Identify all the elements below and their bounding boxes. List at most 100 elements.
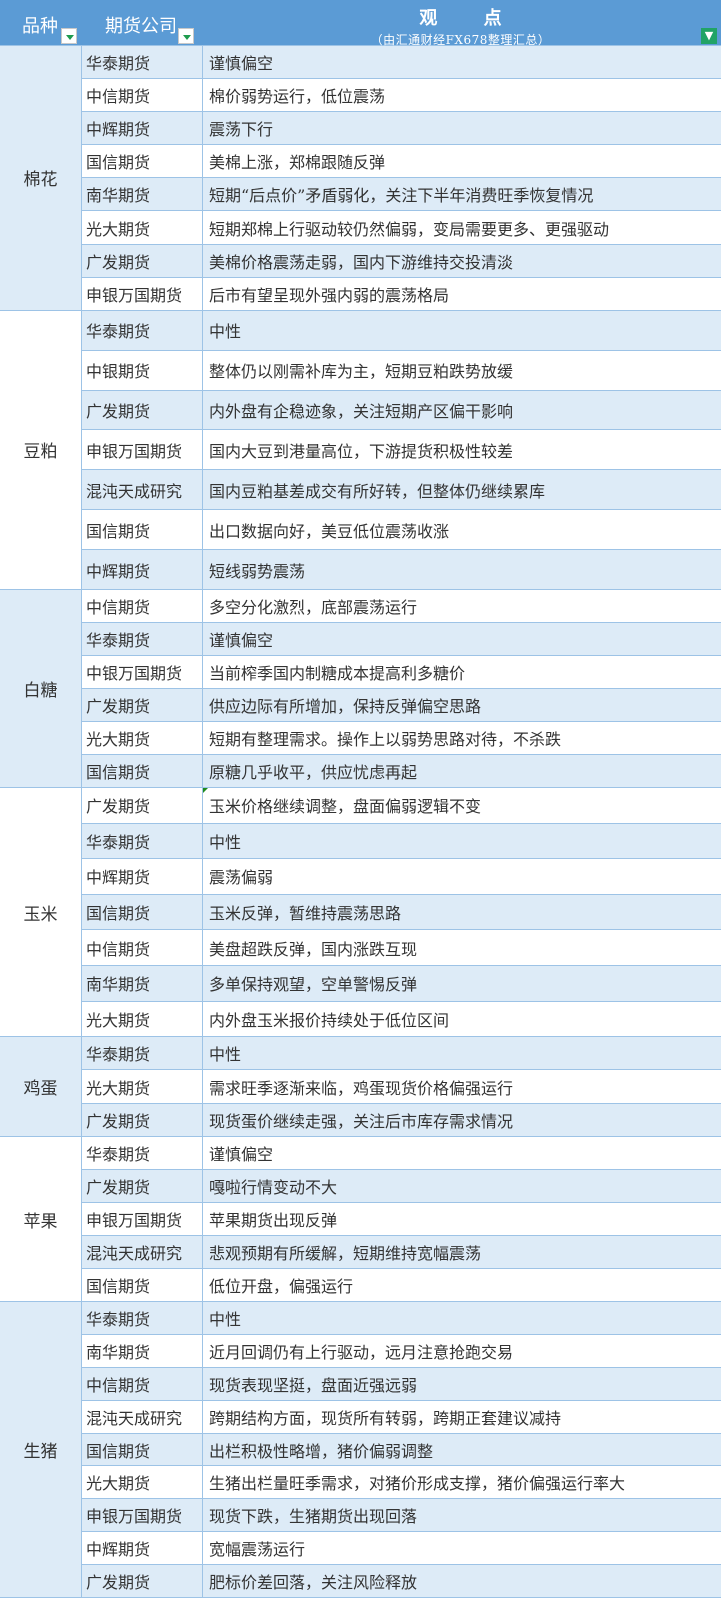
company-cell[interactable]: 南华期货 bbox=[81, 177, 203, 212]
view-cell[interactable]: 出栏积极性略增，猪价偏弱调整 bbox=[202, 1432, 721, 1467]
company-cell[interactable]: 国信期货 bbox=[81, 509, 203, 551]
company-cell[interactable]: 华泰期货 bbox=[81, 621, 203, 656]
view-cell[interactable]: 中性 bbox=[202, 309, 721, 351]
variety-cell[interactable]: 豆粕 bbox=[0, 309, 82, 590]
view-cell[interactable]: 谨慎偏空 bbox=[202, 44, 721, 80]
view-cell[interactable]: 当前榨季国内制糖成本提高利多糖价 bbox=[202, 654, 721, 689]
view-cell[interactable]: 中性 bbox=[202, 1301, 721, 1335]
view-cell[interactable]: 宽幅震荡运行 bbox=[202, 1531, 721, 1566]
variety-dropdown-arrow-icon[interactable] bbox=[61, 28, 77, 44]
company-cell[interactable]: 华泰期货 bbox=[81, 822, 203, 860]
variety-cell[interactable]: 棉花 bbox=[0, 45, 82, 311]
view-cell[interactable]: 谨慎偏空 bbox=[202, 1136, 721, 1171]
view-cell[interactable]: 震荡下行 bbox=[202, 111, 721, 146]
company-cell[interactable]: 南华期货 bbox=[81, 1333, 203, 1368]
company-cell[interactable]: 国信期货 bbox=[81, 144, 203, 179]
view-cell[interactable]: 中性 bbox=[202, 822, 721, 860]
company-cell[interactable]: 广发期货 bbox=[81, 1169, 203, 1204]
view-cell[interactable]: 悲观预期有所缓解，短期维持宽幅震荡 bbox=[202, 1235, 721, 1270]
company-cell[interactable]: 中信期货 bbox=[81, 1366, 203, 1401]
company-cell[interactable]: 光大期货 bbox=[81, 1465, 203, 1500]
company-cell[interactable]: 国信期货 bbox=[81, 893, 203, 931]
variety-cell[interactable]: 苹果 bbox=[0, 1136, 82, 1303]
view-cell[interactable]: 内外盘有企稳迹象，关注短期产区偏干影响 bbox=[202, 389, 721, 431]
view-cell[interactable]: 需求旺季逐渐来临，鸡蛋现货价格偏强运行 bbox=[202, 1069, 721, 1104]
view-cell[interactable]: 谨慎偏空 bbox=[202, 621, 721, 656]
variety-cell[interactable]: 生猪 bbox=[0, 1301, 82, 1599]
company-cell[interactable]: 广发期货 bbox=[81, 1102, 203, 1138]
company-cell[interactable]: 光大期货 bbox=[81, 720, 203, 755]
view-cell[interactable]: 原糖几乎收平，供应忧虑再起 bbox=[202, 753, 721, 788]
view-cell[interactable]: 供应边际有所增加，保持反弹偏空思路 bbox=[202, 687, 721, 722]
company-cell[interactable]: 混沌天成研究 bbox=[81, 1399, 203, 1434]
view-cell[interactable]: 美盘超跌反弹，国内涨跌互现 bbox=[202, 929, 721, 966]
view-cell[interactable]: 短期“后点价”矛盾弱化，关注下半年消费旺季恢复情况 bbox=[202, 177, 721, 212]
company-cell[interactable]: 国信期货 bbox=[81, 1432, 203, 1467]
company-cell[interactable]: 申银万国期货 bbox=[81, 1202, 203, 1237]
company-cell[interactable]: 南华期货 bbox=[81, 964, 203, 1002]
view-cell[interactable]: 现货蛋价继续走强，关注后市库存需求情况 bbox=[202, 1102, 721, 1138]
company-cell[interactable]: 广发期货 bbox=[81, 389, 203, 431]
view-cell[interactable]: 出口数据向好，美豆低位震荡收涨 bbox=[202, 509, 721, 551]
company-cell[interactable]: 中辉期货 bbox=[81, 1531, 203, 1566]
company-cell[interactable]: 华泰期货 bbox=[81, 44, 203, 80]
view-cell[interactable]: 国内大豆到港量高位，下游提货积极性较差 bbox=[202, 429, 721, 471]
company-cell[interactable]: 广发期货 bbox=[81, 786, 203, 824]
company-cell[interactable]: 混沌天成研究 bbox=[81, 1235, 203, 1270]
view-cell[interactable]: 国内豆粕基差成交有所好转，但整体仍继续累库 bbox=[202, 469, 721, 511]
view-cell[interactable]: 嘎啦行情变动不大 bbox=[202, 1169, 721, 1204]
company-cell[interactable]: 华泰期货 bbox=[81, 309, 203, 351]
company-cell[interactable]: 光大期货 bbox=[81, 1000, 203, 1038]
view-cell[interactable]: 美棉上涨，郑棉跟随反弹 bbox=[202, 144, 721, 179]
view-cell[interactable]: 玉米反弹，暂维持震荡思路 bbox=[202, 893, 721, 931]
view-cell[interactable]: 玉米价格继续调整，盘面偏弱逻辑不变 bbox=[202, 786, 721, 824]
company-cell[interactable]: 光大期货 bbox=[81, 1069, 203, 1104]
view-cell[interactable]: 短线弱势震荡 bbox=[202, 549, 721, 590]
variety-cell[interactable]: 玉米 bbox=[0, 786, 82, 1038]
company-cell[interactable]: 华泰期货 bbox=[81, 1036, 203, 1071]
company-cell[interactable]: 中辉期货 bbox=[81, 858, 203, 895]
view-cell[interactable]: 短期郑棉上行驱动较仍然偏弱，变局需要更多、更强驱动 bbox=[202, 210, 721, 245]
company-cell[interactable]: 广发期货 bbox=[81, 243, 203, 278]
company-cell[interactable]: 申银万国期货 bbox=[81, 429, 203, 471]
company-cell[interactable]: 混沌天成研究 bbox=[81, 469, 203, 511]
company-cell[interactable]: 中信期货 bbox=[81, 929, 203, 966]
filter-icon[interactable]: ▼ bbox=[701, 28, 717, 44]
view-cell[interactable]: 后市有望呈现外强内弱的震荡格局 bbox=[202, 276, 721, 311]
company-cell[interactable]: 国信期货 bbox=[81, 1268, 203, 1303]
view-cell[interactable]: 生猪出栏量旺季需求，对猪价形成支撑，猪价偏强运行率大 bbox=[202, 1465, 721, 1500]
view-cell[interactable]: 多空分化激烈，底部震荡运行 bbox=[202, 588, 721, 623]
view-cell[interactable]: 苹果期货出现反弹 bbox=[202, 1202, 721, 1237]
view-cell[interactable]: 美棉价格震荡走弱，国内下游维持交投清淡 bbox=[202, 243, 721, 278]
company-cell[interactable]: 国信期货 bbox=[81, 753, 203, 788]
view-cell[interactable]: 中性 bbox=[202, 1036, 721, 1071]
view-cell[interactable]: 现货表现坚挺，盘面近强远弱 bbox=[202, 1366, 721, 1401]
company-cell[interactable]: 中信期货 bbox=[81, 588, 203, 623]
company-dropdown-arrow-icon[interactable] bbox=[178, 28, 194, 44]
view-cell[interactable]: 整体仍以刚需补库为主，短期豆粕跌势放缓 bbox=[202, 349, 721, 391]
company-cell[interactable]: 华泰期货 bbox=[81, 1301, 203, 1335]
view-cell[interactable]: 内外盘玉米报价持续处于低位区间 bbox=[202, 1000, 721, 1038]
view-cell[interactable]: 肥标价差回落，关注风险释放 bbox=[202, 1564, 721, 1599]
company-cell[interactable]: 光大期货 bbox=[81, 210, 203, 245]
view-cell[interactable]: 短期有整理需求。操作上以弱势思路对待，不杀跌 bbox=[202, 720, 721, 755]
company-cell[interactable]: 申银万国期货 bbox=[81, 1498, 203, 1533]
view-cell[interactable]: 棉价弱势运行，低位震荡 bbox=[202, 78, 721, 113]
company-cell[interactable]: 广发期货 bbox=[81, 1564, 203, 1599]
view-cell[interactable]: 低位开盘，偏强运行 bbox=[202, 1268, 721, 1303]
company-cell[interactable]: 中信期货 bbox=[81, 78, 203, 113]
view-cell[interactable]: 近月回调仍有上行驱动，远月注意抢跑交易 bbox=[202, 1333, 721, 1368]
company-cell[interactable]: 广发期货 bbox=[81, 687, 203, 722]
view-cell[interactable]: 跨期结构方面，现货所有转弱，跨期正套建议减持 bbox=[202, 1399, 721, 1434]
variety-cell[interactable]: 鸡蛋 bbox=[0, 1036, 82, 1138]
view-cell[interactable]: 多单保持观望，空单警惕反弹 bbox=[202, 964, 721, 1002]
company-cell[interactable]: 中银期货 bbox=[81, 349, 203, 391]
company-cell[interactable]: 中辉期货 bbox=[81, 549, 203, 590]
company-cell[interactable]: 华泰期货 bbox=[81, 1136, 203, 1171]
company-cell[interactable]: 申银万国期货 bbox=[81, 276, 203, 311]
company-cell[interactable]: 中银万国期货 bbox=[81, 654, 203, 689]
view-cell[interactable]: 现货下跌，生猪期货出现回落 bbox=[202, 1498, 721, 1533]
view-cell[interactable]: 震荡偏弱 bbox=[202, 858, 721, 895]
variety-cell[interactable]: 白糖 bbox=[0, 588, 82, 788]
company-cell[interactable]: 中辉期货 bbox=[81, 111, 203, 146]
